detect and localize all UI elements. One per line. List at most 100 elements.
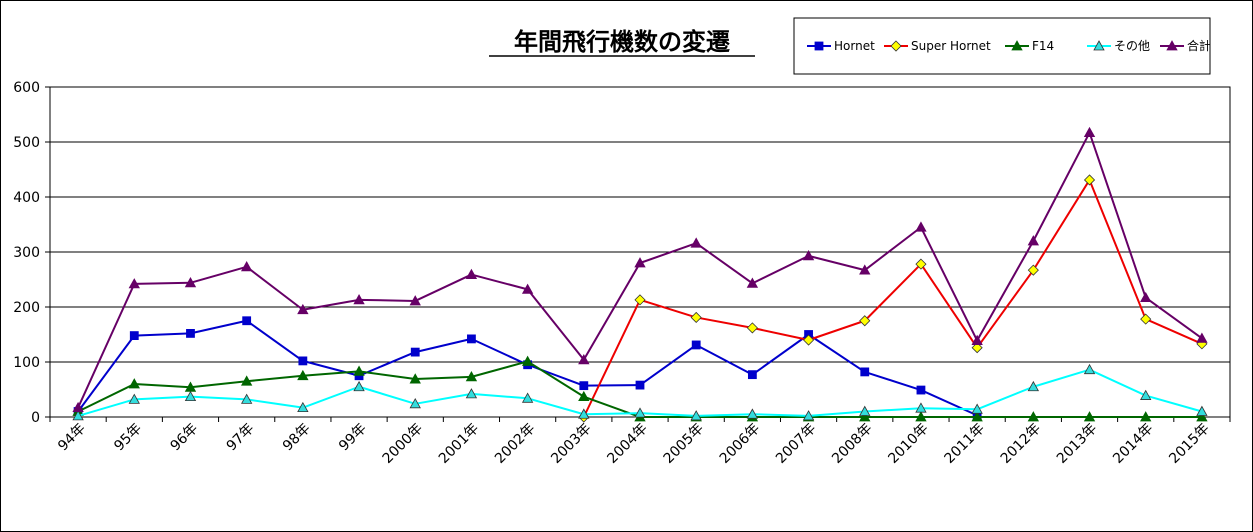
y-tick-label: 0 — [31, 410, 40, 426]
data-point — [634, 407, 646, 418]
data-point — [1140, 291, 1152, 303]
data-point — [971, 334, 983, 345]
data-point — [578, 390, 590, 402]
data-point — [298, 356, 308, 366]
x-tick-label: 94年 — [55, 421, 89, 455]
data-point — [467, 334, 476, 344]
data-point — [521, 355, 534, 366]
legend-label: Hornet — [834, 39, 875, 53]
x-tick-label: 2006年 — [717, 421, 763, 467]
data-point — [521, 283, 534, 294]
x-tick-label: 2012年 — [998, 421, 1044, 467]
data-point — [72, 410, 84, 421]
data-point — [579, 381, 589, 391]
y-tick-label: 100 — [13, 355, 40, 371]
data-point — [240, 375, 253, 386]
data-point — [802, 250, 815, 261]
data-point — [691, 340, 701, 350]
y-tick-label: 200 — [13, 300, 40, 316]
data-point — [409, 373, 421, 384]
data-point — [409, 397, 421, 409]
data-point — [465, 371, 478, 382]
data-point — [971, 411, 983, 422]
x-tick-label: 2003年 — [548, 421, 594, 467]
data-point — [410, 347, 420, 357]
data-point — [1083, 363, 1096, 375]
data-point — [128, 378, 140, 389]
data-point — [184, 276, 197, 288]
data-point — [1083, 174, 1096, 186]
legend-marker — [814, 41, 824, 51]
data-point — [1027, 235, 1040, 246]
data-point — [353, 365, 365, 376]
legend-box — [793, 17, 1211, 75]
data-point — [915, 411, 927, 422]
data-point — [971, 342, 983, 354]
x-tick-label: 2013年 — [1054, 421, 1100, 467]
data-point — [184, 390, 197, 402]
x-tick-label: 97年 — [224, 421, 258, 455]
data-point — [578, 353, 590, 365]
x-tick-label: 2007年 — [773, 421, 819, 467]
data-point — [240, 393, 253, 404]
data-point — [353, 294, 365, 305]
series-3 — [72, 363, 1208, 421]
data-point — [634, 257, 646, 268]
data-point — [465, 388, 478, 399]
data-point — [1196, 332, 1208, 343]
x-tick-label: 95年 — [111, 421, 145, 455]
series-4 — [72, 126, 1208, 413]
x-tick-label: 2015年 — [1166, 421, 1212, 467]
series-layer — [72, 126, 1208, 423]
data-point — [1196, 405, 1208, 416]
y-tick-label: 300 — [13, 245, 40, 261]
legend-label: Super Hornet — [911, 39, 991, 53]
data-point — [297, 303, 309, 315]
x-tick-label: 2010年 — [885, 421, 931, 467]
data-point — [521, 392, 534, 403]
data-point — [916, 385, 926, 395]
data-point — [128, 278, 140, 289]
data-point — [915, 221, 927, 232]
data-point — [859, 315, 871, 327]
data-point — [1027, 411, 1040, 422]
y-tick-label: 600 — [13, 80, 40, 96]
data-point — [578, 408, 590, 419]
data-point — [72, 401, 84, 413]
data-point — [129, 331, 139, 341]
data-point — [1140, 411, 1152, 422]
data-point — [1027, 264, 1039, 276]
data-point — [353, 380, 365, 392]
legend-label: F14 — [1032, 39, 1054, 53]
x-tick-label: 98年 — [280, 421, 314, 455]
legend-marker — [1093, 40, 1105, 51]
data-point — [1083, 411, 1096, 422]
data-point — [297, 369, 309, 381]
data-point — [690, 410, 702, 421]
data-point — [915, 258, 927, 270]
data-point — [971, 403, 983, 414]
x-tick-label: 2014年 — [1110, 421, 1156, 467]
data-point — [690, 311, 702, 324]
legend-label: その他 — [1114, 39, 1150, 53]
legend-marker — [1166, 40, 1178, 51]
x-tick-label: 2011年 — [942, 421, 988, 467]
data-point — [860, 367, 870, 377]
data-point — [409, 295, 421, 306]
x-tick-label: 99年 — [336, 421, 370, 455]
data-point — [746, 408, 759, 419]
y-tick-label: 400 — [13, 190, 40, 206]
data-point — [634, 294, 646, 306]
x-tick-label: 2005年 — [661, 421, 707, 467]
chart-title: 年間飛行機数の変遷 — [514, 28, 730, 56]
data-point — [1140, 389, 1152, 400]
legend-label: 合計 — [1187, 38, 1211, 53]
x-axis: 94年 95年 96年 97年 98年 99年 2000年 2001年 2002年 2003年 20… — [49, 417, 1231, 467]
x-tick-label: 96年 — [167, 421, 201, 455]
x-tick-label: 2004年 — [604, 421, 650, 467]
y-tick-label: 500 — [13, 135, 40, 151]
data-point — [242, 316, 252, 326]
data-point — [859, 411, 871, 422]
data-point — [1140, 313, 1152, 325]
